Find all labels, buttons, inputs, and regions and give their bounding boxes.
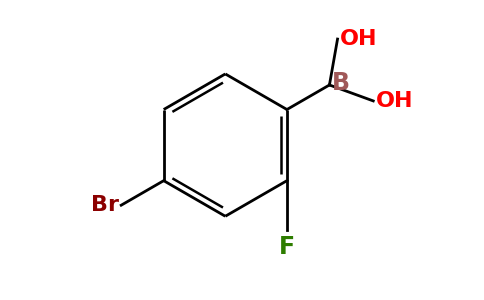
Text: F: F	[279, 235, 295, 259]
Text: Br: Br	[91, 195, 119, 215]
Text: OH: OH	[376, 91, 413, 111]
Text: OH: OH	[340, 29, 378, 49]
Text: B: B	[332, 70, 350, 94]
